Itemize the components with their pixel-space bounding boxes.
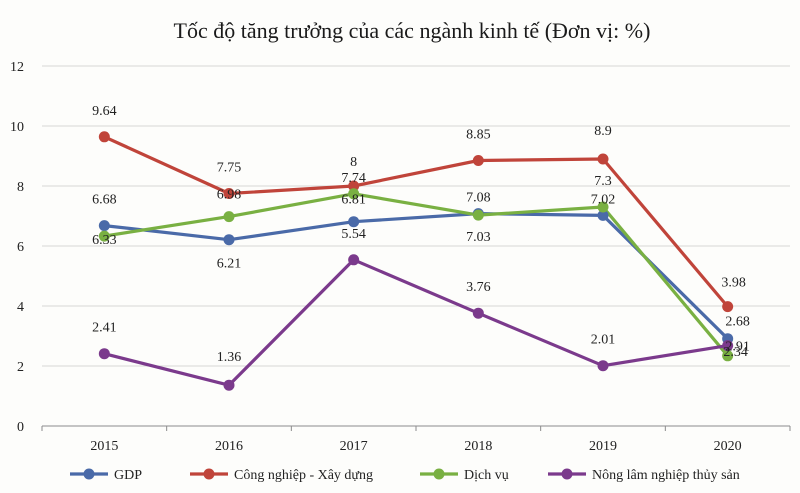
- data-point: [348, 216, 360, 228]
- legend: GDP Công nghiệp - Xây dựng Dịch vụ Nông lâm…: [70, 468, 740, 483]
- data-point: [472, 209, 484, 221]
- data-point: [348, 180, 360, 192]
- legend-marker: [561, 468, 573, 480]
- data-point: [472, 155, 484, 166]
- data-label: 8.85: [466, 128, 491, 143]
- gridlines: [42, 65, 790, 367]
- y-tick-label: 4: [17, 300, 24, 315]
- data-label: 2.91: [725, 340, 750, 355]
- legend-marker: [83, 468, 95, 480]
- data-label: 7.75: [217, 161, 242, 176]
- x-tick-label: 2016: [215, 439, 243, 454]
- y-tick-label: 6: [17, 240, 24, 255]
- data-label: 2.34: [723, 345, 748, 360]
- axes: 0 2 4 6 8 10 12 2015 2016 2017 2018 2019 2020: [10, 60, 791, 454]
- series-line-1: [102, 135, 730, 309]
- x-tick-label: 2017: [340, 439, 368, 454]
- data-point: [98, 348, 110, 360]
- data-label: 7.74: [341, 171, 366, 186]
- legend-label: Nông lâm nghiệp thủy sản: [592, 468, 740, 483]
- legend-label: GDP: [114, 468, 142, 483]
- data-point: [348, 188, 360, 200]
- data-label: 8.9: [594, 124, 612, 139]
- data-point: [722, 301, 734, 313]
- data-label: 7.03: [466, 230, 491, 245]
- x-tick-label: 2018: [464, 439, 492, 454]
- data-label: 6.21: [217, 257, 242, 272]
- y-tick-label: 8: [17, 180, 24, 195]
- legend-label: Dịch vụ: [464, 468, 509, 483]
- data-label: 6.33: [92, 233, 117, 248]
- data-point: [223, 188, 235, 199]
- series-line-0: [102, 212, 730, 341]
- y-tick-label: 2: [17, 360, 24, 375]
- data-label: 7.3: [594, 174, 612, 189]
- y-tick-label: 12: [10, 60, 24, 75]
- data-point: [722, 340, 734, 352]
- chart-title: Tốc độ tăng trưởng của các ngành kinh tế…: [174, 18, 651, 43]
- data-point: [98, 220, 110, 232]
- series-line-2: [102, 192, 730, 358]
- data-label: 3.98: [721, 276, 746, 291]
- data-label: 7.08: [466, 191, 491, 206]
- legend-label: Công nghiệp - Xây dựng: [234, 468, 373, 483]
- data-point: [597, 201, 609, 213]
- data-point: [223, 211, 235, 223]
- data-label: 6.81: [341, 193, 366, 208]
- data-label: 2.01: [591, 333, 616, 348]
- x-tick-label: 2015: [90, 439, 118, 454]
- y-tick-label: 0: [17, 420, 24, 435]
- data-label: 2.68: [725, 315, 750, 330]
- data-label: 6.98: [217, 188, 242, 203]
- data-point: [98, 131, 110, 143]
- data-label: 8: [350, 155, 357, 170]
- data-label: 9.64: [92, 104, 117, 119]
- data-labels: 6.68 6.21 6.81 7.08 7.02 2.91 9.64 7.75 8 8.85 8.9…: [92, 104, 750, 365]
- data-point: [348, 254, 360, 266]
- data-label: 7.02: [591, 192, 616, 207]
- data-point: [597, 360, 609, 372]
- data-point: [472, 307, 484, 319]
- data-point: [223, 234, 235, 246]
- data-point: [597, 153, 609, 165]
- y-tick-label: 10: [10, 120, 24, 135]
- data-point: [98, 230, 110, 242]
- legend-marker: [203, 468, 215, 480]
- data-label: 1.36: [217, 350, 242, 365]
- x-tick-label: 2020: [714, 439, 742, 454]
- data-label: 2.41: [92, 321, 117, 336]
- data-point: [223, 379, 235, 391]
- data-label: 5.54: [341, 227, 366, 242]
- series-line-3: [102, 258, 730, 387]
- x-tick-label: 2019: [589, 439, 617, 454]
- data-label: 3.76: [466, 280, 491, 295]
- data-label: 6.68: [92, 193, 117, 208]
- legend-marker: [433, 468, 445, 480]
- data-point: [597, 209, 609, 221]
- series-lines: [98, 131, 734, 391]
- data-point: [722, 350, 734, 362]
